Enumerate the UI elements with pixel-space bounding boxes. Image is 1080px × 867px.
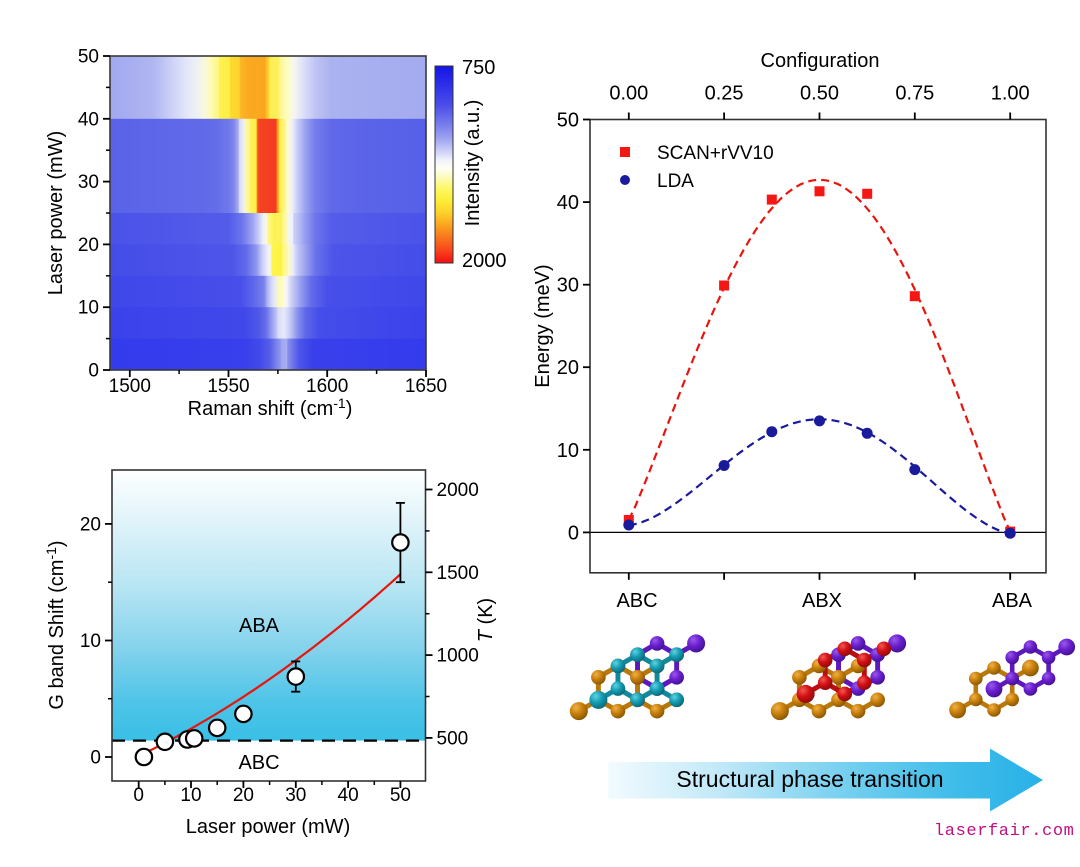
svg-text:10: 10 xyxy=(80,631,101,652)
svg-text:20: 20 xyxy=(233,785,254,806)
svg-text:750: 750 xyxy=(462,57,495,79)
svg-text:2000: 2000 xyxy=(437,480,479,501)
svg-text:50: 50 xyxy=(78,47,99,68)
svg-text:20: 20 xyxy=(78,235,99,256)
svg-text:30: 30 xyxy=(557,275,579,297)
svg-text:1600: 1600 xyxy=(306,376,348,397)
svg-text:Structural phase transition: Structural phase transition xyxy=(676,766,943,792)
svg-text:ABA: ABA xyxy=(239,615,280,637)
svg-text:G band Shift (cm-1): G band Shift (cm-1) xyxy=(43,540,68,709)
svg-text:Raman shift (cm-1): Raman shift (cm-1) xyxy=(188,395,353,420)
svg-text:0.25: 0.25 xyxy=(705,83,744,105)
svg-text:Intensity (a.u.): Intensity (a.u.) xyxy=(462,100,484,227)
svg-text:1.00: 1.00 xyxy=(991,83,1030,105)
svg-text:40: 40 xyxy=(338,785,359,806)
svg-text:2000: 2000 xyxy=(462,250,507,272)
svg-text:1500: 1500 xyxy=(437,563,479,584)
svg-text:0: 0 xyxy=(90,748,101,769)
svg-text:0: 0 xyxy=(568,522,579,544)
svg-text:1500: 1500 xyxy=(109,376,151,397)
svg-text:ABC: ABC xyxy=(616,590,657,612)
svg-text:20: 20 xyxy=(557,357,579,379)
svg-text:0.50: 0.50 xyxy=(800,83,839,105)
svg-text:ABX: ABX xyxy=(802,590,842,612)
svg-text:Laser power (mW): Laser power (mW) xyxy=(186,816,350,838)
svg-text:50: 50 xyxy=(390,785,411,806)
svg-text:20: 20 xyxy=(80,514,101,535)
svg-text:30: 30 xyxy=(285,785,306,806)
svg-text:0: 0 xyxy=(133,785,144,806)
svg-text:30: 30 xyxy=(78,172,99,193)
svg-text:ABA: ABA xyxy=(992,590,1033,612)
svg-text:10: 10 xyxy=(180,785,201,806)
svg-text:10: 10 xyxy=(557,440,579,462)
svg-text:0.75: 0.75 xyxy=(895,83,934,105)
svg-text:10: 10 xyxy=(78,298,99,319)
svg-text:1650: 1650 xyxy=(405,376,447,397)
svg-text:T (K): T (K) xyxy=(475,598,497,642)
svg-text:40: 40 xyxy=(78,109,99,130)
svg-text:laserfair.com: laserfair.com xyxy=(934,822,1074,841)
svg-text:0: 0 xyxy=(88,361,99,382)
svg-text:50: 50 xyxy=(557,110,579,132)
svg-text:SCAN+rVV10: SCAN+rVV10 xyxy=(657,143,774,164)
svg-text:1550: 1550 xyxy=(207,376,249,397)
svg-text:ABC: ABC xyxy=(238,752,279,774)
svg-text:Laser power (mW): Laser power (mW) xyxy=(45,131,67,295)
svg-text:LDA: LDA xyxy=(657,171,694,192)
svg-text:500: 500 xyxy=(437,728,469,749)
svg-text:Energy (meV): Energy (meV) xyxy=(532,264,554,387)
svg-text:40: 40 xyxy=(557,192,579,214)
svg-text:1000: 1000 xyxy=(437,646,479,667)
svg-text:0.00: 0.00 xyxy=(609,83,648,105)
svg-text:Configuration: Configuration xyxy=(761,50,880,72)
